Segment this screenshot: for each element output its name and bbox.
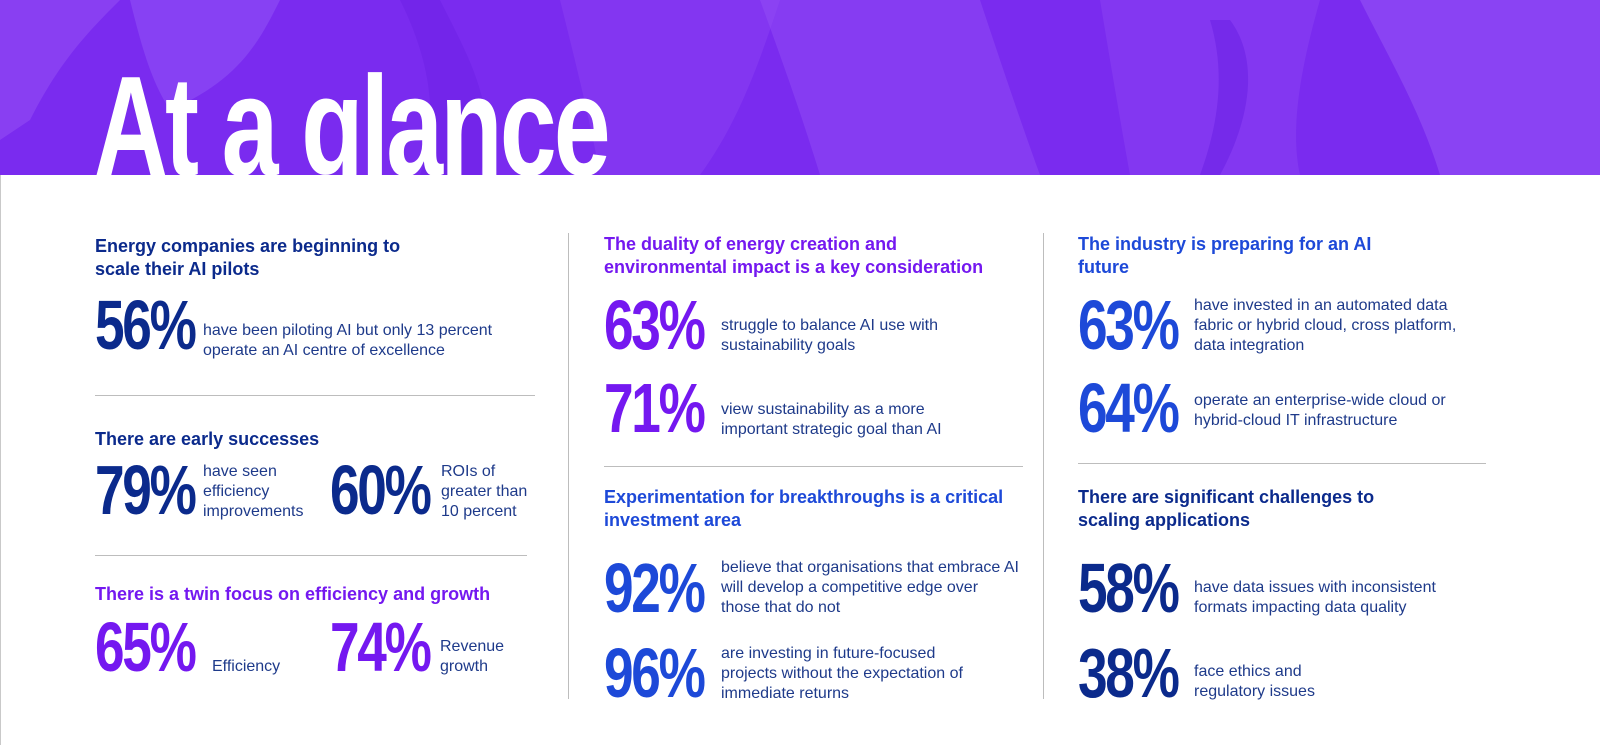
stat-79-value: 79% bbox=[95, 451, 197, 529]
stat-79-text: have seen efficiency improvements bbox=[203, 463, 304, 520]
stat-92-value: 92% bbox=[604, 549, 706, 627]
divider bbox=[1078, 463, 1486, 464]
stat-64-value: 64% bbox=[1078, 369, 1180, 447]
heading-significant-challenges: There are significant challenges to scal… bbox=[1078, 487, 1375, 530]
stat-96-value: 96% bbox=[604, 634, 706, 712]
stat-56-text: have been piloting AI but only 13 percen… bbox=[203, 322, 493, 359]
left-edge-rule bbox=[0, 175, 1, 745]
heading-industry-preparing: The industry is preparing for an AI futu… bbox=[1078, 234, 1372, 277]
heading-early-successes: There are early successes bbox=[95, 429, 320, 449]
heading-scale-ai-pilots: Energy companies are beginning to scale … bbox=[95, 236, 401, 279]
page-title: At a glance bbox=[94, 47, 611, 176]
stat-74-text: Revenue growth bbox=[440, 638, 505, 675]
stat-74-value: 74% bbox=[330, 608, 432, 686]
stat-60-text: ROIs of greater than 10 percent bbox=[441, 463, 528, 520]
stat-96-text: are investing in future-focused projects… bbox=[721, 645, 963, 702]
stat-63-data-fabric-text: have invested in an automated data fabri… bbox=[1194, 297, 1457, 354]
stat-71-text: view sustainability as a more important … bbox=[721, 401, 942, 438]
stat-65-value: 65% bbox=[95, 608, 197, 686]
heading-experimentation: Experimentation for breakthroughs is a c… bbox=[604, 487, 1004, 530]
heading-duality-energy: The duality of energy creation and envir… bbox=[604, 234, 984, 277]
column-divider bbox=[1043, 233, 1044, 699]
title-clip: At a glance bbox=[0, 0, 1600, 176]
divider bbox=[604, 466, 1023, 467]
divider bbox=[95, 395, 535, 396]
stat-60-value: 60% bbox=[330, 451, 432, 529]
stat-63-sustainability-text: struggle to balance AI use with sustaina… bbox=[721, 317, 939, 354]
stat-63-sustainability-value: 63% bbox=[604, 286, 706, 364]
header-banner bbox=[0, 0, 1600, 175]
stat-38-text: face ethics and regulatory issues bbox=[1194, 663, 1315, 700]
stat-71-value: 71% bbox=[604, 369, 706, 447]
divider bbox=[95, 555, 527, 556]
stat-38-value: 38% bbox=[1078, 634, 1180, 712]
column-divider bbox=[568, 233, 569, 699]
stat-65-text: Efficiency bbox=[212, 658, 281, 675]
stat-56-value: 56% bbox=[95, 286, 197, 364]
stat-64-text: operate an enterprise-wide cloud or hybr… bbox=[1194, 392, 1446, 429]
stat-58-value: 58% bbox=[1078, 549, 1180, 627]
header-background-art bbox=[0, 0, 1600, 175]
stat-63-data-fabric-value: 63% bbox=[1078, 286, 1180, 364]
heading-twin-focus: There is a twin focus on efficiency and … bbox=[95, 584, 491, 604]
stat-92-text: believe that organisations that embrace … bbox=[721, 559, 1019, 616]
stat-58-text: have data issues with inconsistent forma… bbox=[1194, 579, 1436, 616]
